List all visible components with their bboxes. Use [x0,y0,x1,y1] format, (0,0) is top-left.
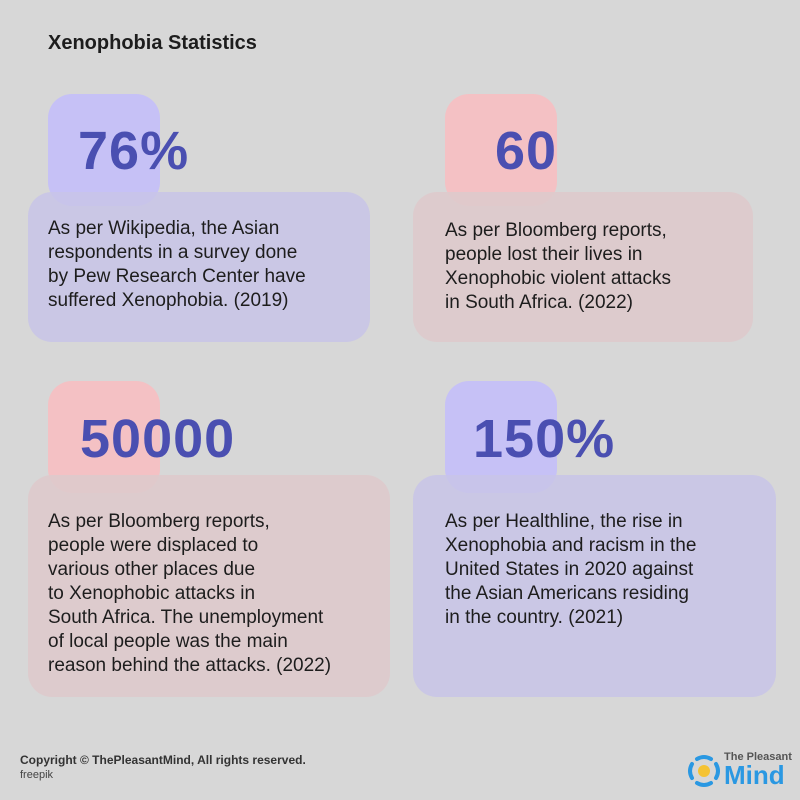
text-line: to Xenophobic attacks in [48,583,256,604]
card-4-text: As per Healthline, the rise in Xenophobia… [445,510,696,630]
card-4-accent [445,381,557,493]
text-line: people were displaced to [48,535,259,556]
text-line: suffered Xenophobia. (2019) [48,290,289,311]
card-4 [413,475,776,697]
text-line: of local people was the main [48,631,288,652]
copyright: Copyright © ThePleasantMind, All rights … [20,753,306,767]
text-line: by Pew Research Center have [48,266,306,287]
card-2-number: 60 [495,121,558,181]
sun-logo-icon [688,755,720,787]
card-3 [28,475,390,697]
text-line: As per Wikipedia, the Asian [48,218,280,239]
card-3-text: As per Bloomberg reports, people were dis… [48,510,331,678]
text-line: South Africa. The unemployment [48,607,324,628]
text-line: respondents in a survey done [48,242,298,263]
card-2-text: As per Bloomberg reports, people lost the… [445,219,671,315]
logo-small-text: The Pleasant [724,751,792,763]
card-1-text: As per Wikipedia, the Asian respondents i… [48,217,306,313]
text-line: various other places due [48,559,256,580]
text-line: Xenophobia and racism in the [445,535,697,556]
card-2-accent [445,94,557,206]
text-line: in South Africa. (2022) [445,292,633,313]
text-line: the Asian Americans residing [445,583,689,604]
text-line: people lost their lives in [445,244,643,265]
text-line: in the country. (2021) [445,607,624,628]
text-line: As per Bloomberg reports, [445,220,667,241]
logo-big-text: Mind [724,760,785,790]
text-line: Xenophobic violent attacks [445,268,672,289]
card-1-number: 76% [78,121,190,181]
card-1-accent [48,94,160,206]
card-3-accent [48,381,160,493]
card-4-number: 150% [473,409,616,469]
brand-logo: The Pleasant Mind [687,748,797,793]
text-line: As per Bloomberg reports, [48,511,270,532]
page-title: Xenophobia Statistics [48,32,257,54]
text-line: United States in 2020 against [445,559,694,580]
card-2 [413,192,753,342]
text-line: reason behind the attacks. (2022) [48,655,332,676]
card-1 [28,192,370,342]
credit: freepik [20,769,54,781]
card-3-number: 50000 [80,409,236,469]
text-line: As per Healthline, the rise in [445,511,683,532]
